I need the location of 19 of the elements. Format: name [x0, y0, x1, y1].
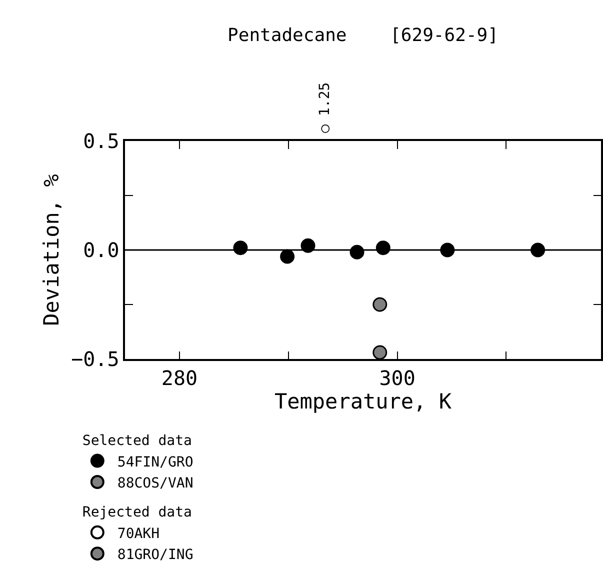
- text: ○ 1.25: [316, 82, 333, 133]
- point: [280, 249, 295, 264]
- chart-title: Pentadecane [629-62-9]: [228, 25, 498, 46]
- point: [300, 238, 316, 253]
- text: Selected data: [82, 433, 192, 450]
- y-tick-label: 0.0: [83, 238, 120, 262]
- point: [372, 345, 388, 359]
- x-axis-title: Temperature, K: [274, 390, 452, 414]
- point: [372, 297, 388, 312]
- x-tick-label: 280: [161, 366, 198, 390]
- legend-label: 70AKH: [117, 526, 160, 542]
- legend-label: 81GRO/ING: [117, 547, 194, 564]
- y-axis-title: Deviation, %: [40, 174, 64, 326]
- y-tick-label: −0.5: [71, 347, 120, 371]
- legend-label: 54FIN/GRO: [117, 454, 194, 470]
- x-tick-label: 300: [379, 366, 416, 390]
- legend-label: 88COS/VAN: [117, 475, 194, 492]
- y-tick-label: 0.5: [83, 129, 120, 153]
- text: Rejected data: [82, 504, 192, 521]
